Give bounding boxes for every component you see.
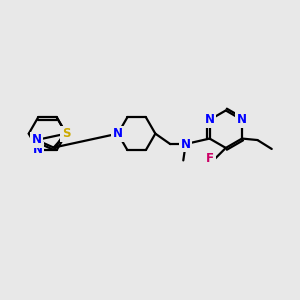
Text: S: S: [62, 127, 70, 140]
Text: N: N: [113, 127, 123, 140]
Text: F: F: [206, 152, 214, 165]
Text: N: N: [32, 134, 41, 146]
Text: N: N: [32, 143, 43, 156]
Text: N: N: [181, 138, 191, 151]
Text: N: N: [205, 113, 214, 126]
Text: N: N: [237, 113, 247, 126]
